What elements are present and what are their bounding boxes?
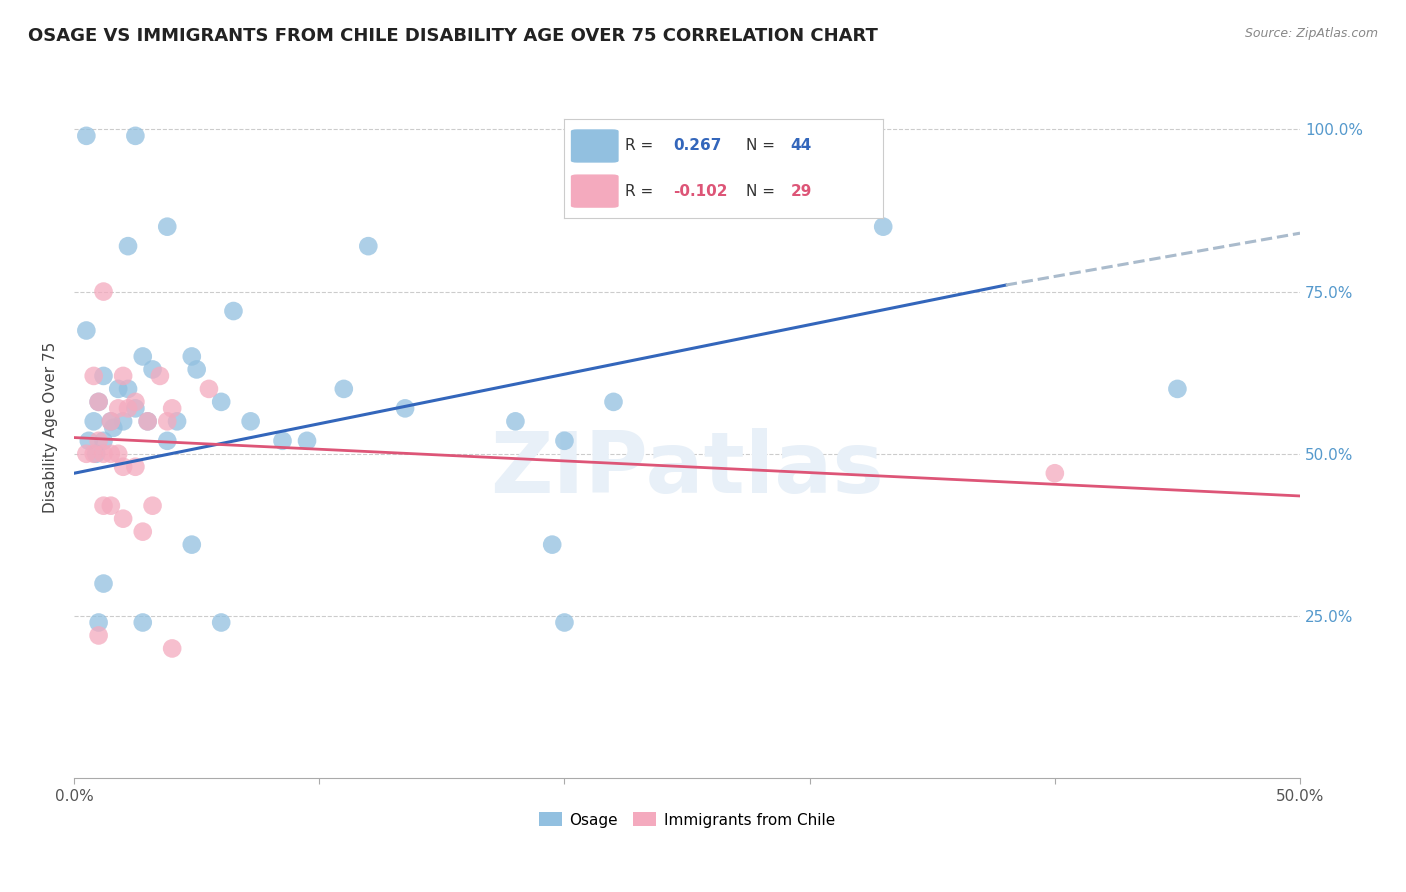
Point	[132, 615, 155, 630]
Point	[83, 368, 105, 383]
Point	[553, 434, 575, 448]
Point	[117, 401, 139, 416]
Point	[160, 401, 183, 416]
Point	[541, 538, 564, 552]
Point	[93, 368, 115, 383]
Point	[87, 395, 110, 409]
Point	[124, 459, 146, 474]
Point	[107, 447, 129, 461]
Point	[156, 414, 179, 428]
Point	[156, 219, 179, 234]
Point	[156, 434, 179, 448]
Point	[75, 324, 97, 338]
Point	[124, 128, 146, 143]
Point	[180, 350, 202, 364]
Point	[93, 447, 115, 461]
Point	[142, 362, 165, 376]
Point	[87, 395, 110, 409]
Point	[112, 368, 135, 383]
Point	[295, 434, 318, 448]
Point	[198, 382, 221, 396]
Point	[357, 239, 380, 253]
Point	[180, 538, 202, 552]
Point	[117, 239, 139, 253]
Y-axis label: Disability Age Over 75: Disability Age Over 75	[44, 343, 58, 514]
Point	[77, 434, 100, 448]
Point	[553, 615, 575, 630]
Point	[186, 362, 208, 376]
Point	[107, 401, 129, 416]
Point	[505, 414, 527, 428]
Text: ZIPatlas: ZIPatlas	[491, 428, 884, 511]
Point	[84, 447, 107, 461]
Point	[87, 615, 110, 630]
Point	[100, 499, 122, 513]
Point	[124, 395, 146, 409]
Point	[100, 447, 122, 461]
Point	[93, 576, 115, 591]
Text: OSAGE VS IMMIGRANTS FROM CHILE DISABILITY AGE OVER 75 CORRELATION CHART: OSAGE VS IMMIGRANTS FROM CHILE DISABILIT…	[28, 27, 877, 45]
Point	[103, 421, 125, 435]
Point	[93, 285, 115, 299]
Point	[1166, 382, 1188, 396]
Point	[112, 459, 135, 474]
Point	[602, 395, 624, 409]
Point	[112, 511, 135, 525]
Text: Source: ZipAtlas.com: Source: ZipAtlas.com	[1244, 27, 1378, 40]
Point	[132, 350, 155, 364]
Point	[333, 382, 356, 396]
Point	[75, 447, 97, 461]
Legend: Osage, Immigrants from Chile: Osage, Immigrants from Chile	[533, 806, 841, 834]
Point	[160, 641, 183, 656]
Point	[117, 382, 139, 396]
Point	[124, 401, 146, 416]
Point	[100, 414, 122, 428]
Point	[136, 414, 159, 428]
Point	[209, 395, 232, 409]
Point	[394, 401, 416, 416]
Point	[1043, 467, 1066, 481]
Point	[872, 219, 894, 234]
Point	[149, 368, 172, 383]
Point	[271, 434, 294, 448]
Point	[87, 434, 110, 448]
Point	[209, 615, 232, 630]
Point	[112, 414, 135, 428]
Point	[166, 414, 188, 428]
Point	[132, 524, 155, 539]
Point	[87, 628, 110, 642]
Point	[100, 414, 122, 428]
Point	[107, 382, 129, 396]
Point	[83, 447, 105, 461]
Point	[136, 414, 159, 428]
Point	[93, 434, 115, 448]
Point	[142, 499, 165, 513]
Point	[75, 128, 97, 143]
Point	[93, 499, 115, 513]
Point	[239, 414, 262, 428]
Point	[222, 304, 245, 318]
Point	[83, 414, 105, 428]
